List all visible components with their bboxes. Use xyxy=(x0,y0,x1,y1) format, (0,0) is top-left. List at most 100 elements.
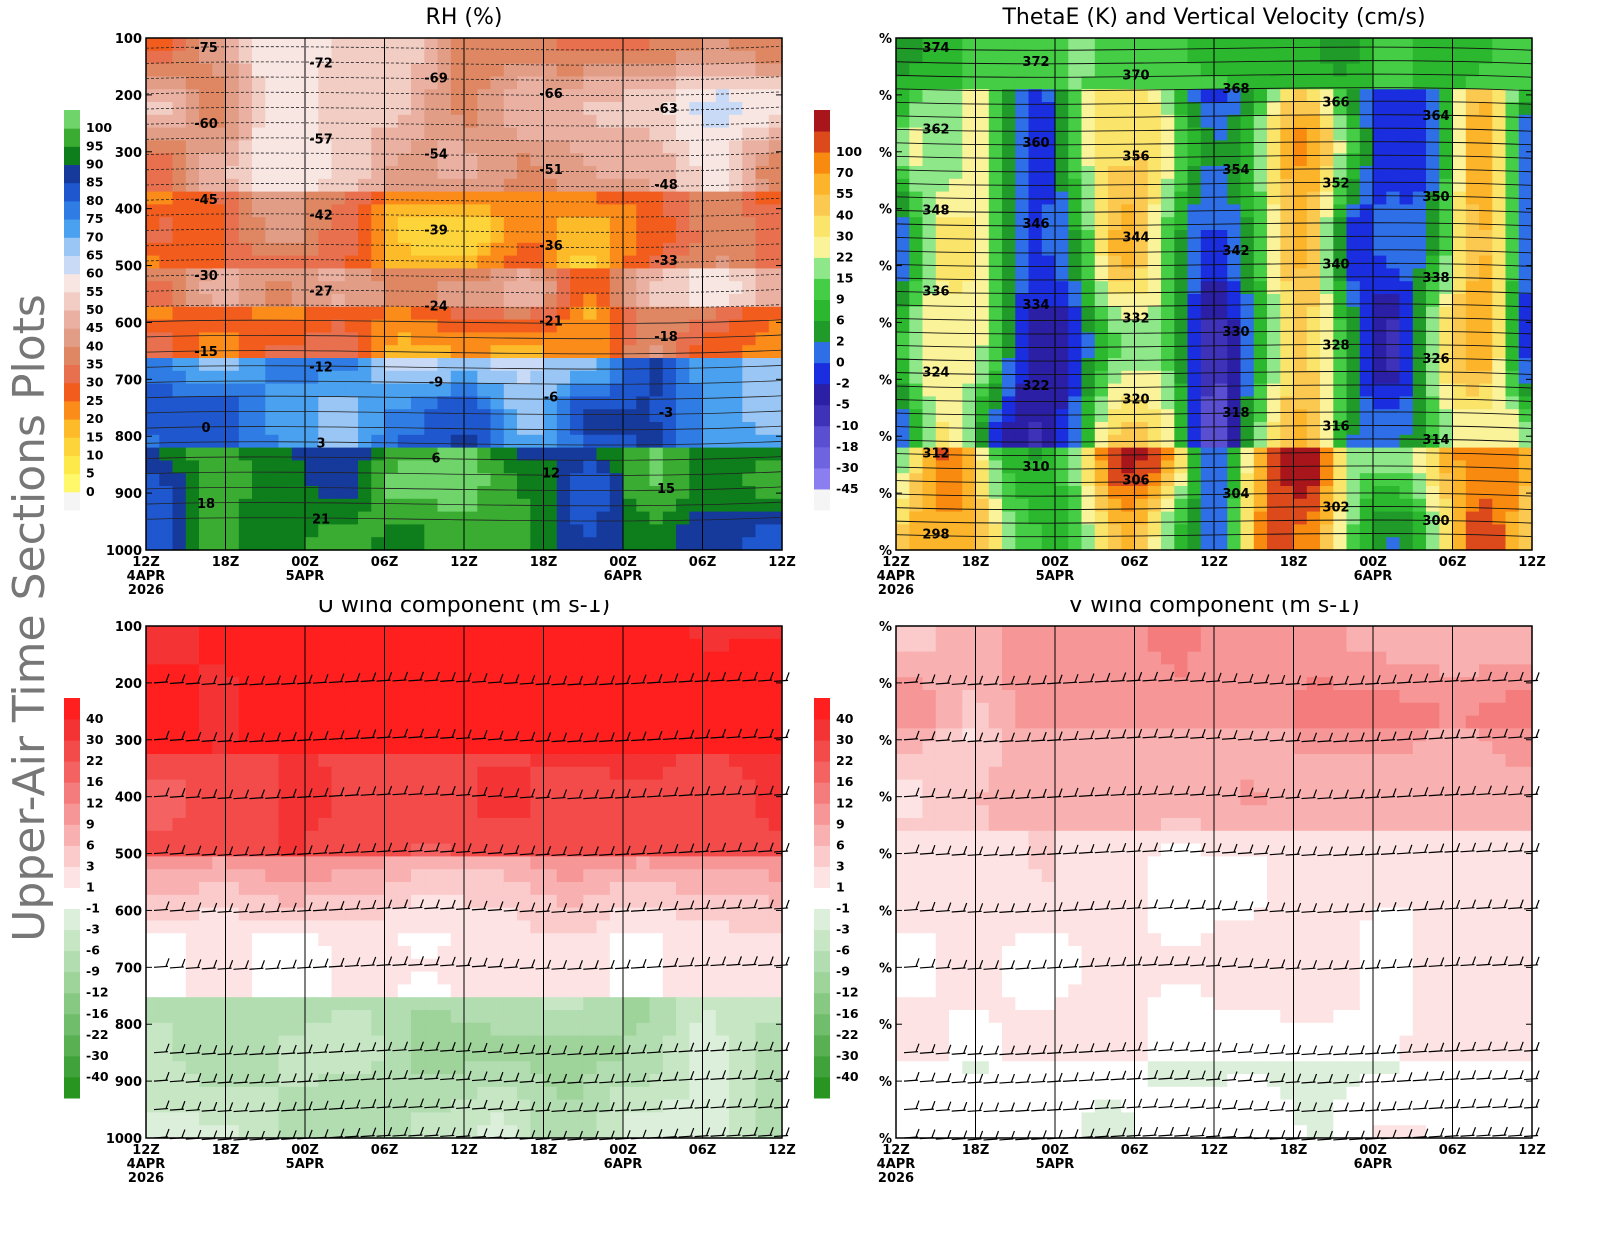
heatmap-cell xyxy=(649,268,664,282)
heatmap-cell xyxy=(1134,447,1149,461)
heatmap-cell xyxy=(742,728,757,742)
heatmap-cell xyxy=(1412,166,1427,180)
heatmap-cell xyxy=(1068,370,1083,385)
heatmap-cell xyxy=(397,294,412,308)
heatmap-cell xyxy=(1479,268,1493,282)
heatmap-cell xyxy=(1518,204,1533,218)
heatmap-cell xyxy=(556,383,571,397)
heatmap-cell xyxy=(517,702,531,717)
heatmap-cell xyxy=(962,409,977,423)
heatmap-cell xyxy=(464,319,478,333)
heatmap-cell xyxy=(1214,511,1228,525)
heatmap-cell xyxy=(397,715,412,729)
heatmap-cell xyxy=(1055,242,1069,257)
heatmap-cell xyxy=(702,766,717,781)
heatmap-cell xyxy=(344,281,359,295)
heatmap-cell xyxy=(331,63,346,77)
heatmap-cell xyxy=(715,422,730,436)
heatmap-cell xyxy=(437,664,452,678)
colorbar-swatch xyxy=(814,173,830,195)
heatmap-cell xyxy=(676,345,690,359)
heatmap-cell xyxy=(371,741,386,755)
heatmap-cell xyxy=(1518,396,1533,410)
heatmap-cell xyxy=(464,715,478,729)
heatmap-cell xyxy=(729,664,743,678)
heatmap-cell xyxy=(1081,230,1096,244)
heatmap-cell xyxy=(238,166,253,180)
heatmap-cell xyxy=(975,319,990,333)
heatmap-cell xyxy=(517,792,531,806)
heatmap-cell xyxy=(1373,537,1387,551)
heatmap-cell xyxy=(755,242,770,257)
heatmap-cell xyxy=(265,89,280,103)
heatmap-cell xyxy=(1465,50,1480,65)
heatmap-cell xyxy=(517,294,531,308)
heatmap-cell xyxy=(729,294,743,308)
heatmap-cell xyxy=(411,114,425,129)
heatmap-cell xyxy=(172,166,187,180)
heatmap-cell xyxy=(1293,422,1308,436)
heatmap-cell xyxy=(1479,537,1493,551)
heatmap-cell xyxy=(238,830,253,845)
heatmap-cell xyxy=(583,779,598,793)
heatmap-cell xyxy=(583,702,598,717)
heatmap-cell xyxy=(755,114,770,129)
heatmap-cell xyxy=(623,473,637,487)
heatmap-cell xyxy=(1108,319,1122,333)
heatmap-cell xyxy=(1399,447,1414,461)
heatmap-cell xyxy=(755,396,770,410)
heatmap-cell xyxy=(477,345,492,359)
heatmap-cell xyxy=(1386,204,1401,218)
heatmap-cell xyxy=(384,422,399,436)
heatmap-cell xyxy=(1081,498,1096,513)
heatmap-cell xyxy=(543,178,558,193)
heatmap-cell xyxy=(636,434,651,449)
colorbar-label: 16 xyxy=(86,774,104,789)
heatmap-cell xyxy=(238,370,253,385)
thetae-isoline xyxy=(895,100,1533,105)
heatmap-cell xyxy=(1373,409,1387,423)
heatmap-cell xyxy=(291,638,306,653)
heatmap-cell xyxy=(371,664,386,678)
heatmap-cell xyxy=(702,230,717,244)
heatmap-cell xyxy=(503,651,518,665)
heatmap-cell xyxy=(199,498,213,513)
heatmap-cell xyxy=(1028,511,1043,525)
heatmap-cell xyxy=(649,281,664,295)
heatmap-cell xyxy=(715,409,730,423)
heatmap-cell xyxy=(715,626,730,640)
heatmap-cell xyxy=(331,830,346,845)
heatmap-cell xyxy=(896,242,910,257)
heatmap-cell xyxy=(199,178,213,193)
heatmap-cell xyxy=(949,358,963,372)
heatmap-cell xyxy=(1518,498,1533,513)
heatmap-cell xyxy=(1426,50,1440,65)
heatmap-cell xyxy=(556,63,571,77)
heatmap-cell xyxy=(411,140,425,154)
heatmap-cell xyxy=(305,89,319,103)
heatmap-cell xyxy=(318,166,333,180)
heatmap-cell xyxy=(1028,230,1043,244)
heatmap-cell xyxy=(1121,217,1136,231)
heatmap-cell xyxy=(1426,38,1440,52)
heatmap-cell xyxy=(1412,204,1427,218)
colorbar-swatch xyxy=(814,110,830,132)
heatmap-cell xyxy=(265,102,280,116)
heatmap-cell xyxy=(715,664,730,678)
heatmap-cell xyxy=(252,281,266,295)
heatmap-cell xyxy=(490,779,505,793)
heatmap-cell xyxy=(962,345,977,359)
heatmap-cell xyxy=(1015,38,1030,52)
heatmap-cell xyxy=(1505,409,1520,423)
heatmap-cell xyxy=(1108,89,1122,103)
heatmap-cell xyxy=(1253,153,1268,167)
heatmap-cell xyxy=(1028,255,1043,269)
heatmap-cell xyxy=(1333,434,1348,449)
heatmap-cell xyxy=(662,473,677,487)
heatmap-cell xyxy=(199,818,213,832)
heatmap-cell xyxy=(1174,217,1189,231)
heatmap-cell xyxy=(649,690,664,704)
heatmap-cell xyxy=(146,268,160,282)
heatmap-cell xyxy=(411,63,425,77)
heatmap-cell xyxy=(1479,370,1493,385)
